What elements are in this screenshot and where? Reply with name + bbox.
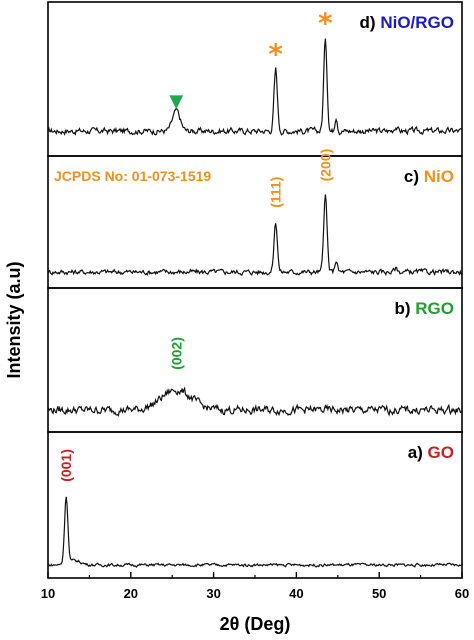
panel-label-b: b) RGO: [394, 299, 454, 318]
triangle-marker: ▼: [169, 91, 183, 112]
panels-layer: d) NiO/RGO ▼ * * c) NiO (111) (200) b) RGO (002)…: [47, 1, 463, 579]
panel-name: NiO: [424, 167, 454, 186]
panel-frame: [47, 431, 463, 579]
x-axis-label: 2θ (Deg): [220, 614, 291, 634]
asterisk-marker: *: [268, 37, 283, 70]
panel-label-a: a) GO: [408, 443, 454, 462]
panel-label-d: d) NiO/RGO: [360, 13, 454, 32]
asterisk-marker: *: [318, 7, 333, 40]
panel-a: a) GO (001): [47, 431, 463, 579]
peak-index-label: (001): [58, 449, 74, 482]
panel-prefix: d): [360, 13, 381, 32]
panel-label-c: c) NiO: [404, 167, 454, 186]
y-axis-label: Intensity (a.u): [4, 261, 24, 378]
jcpds-note: JCPDS No: 01-073-1519: [54, 168, 211, 184]
xrd-trace-d: [47, 38, 463, 136]
panel-prefix: b): [394, 299, 415, 318]
panel-prefix: a): [408, 443, 428, 462]
xrd-trace-a: [47, 496, 463, 568]
x-tick-label: 10: [41, 586, 55, 601]
x-tick-label: 40: [289, 586, 303, 601]
x-tick-label: 50: [372, 586, 386, 601]
x-tick-label: 60: [455, 586, 469, 601]
peak-index-label: (200): [317, 149, 333, 182]
peak-index-label: (002): [168, 337, 184, 370]
panel-prefix: c): [404, 167, 424, 186]
x-tick-label: 30: [206, 586, 220, 601]
x-axis: 10 20 30 40 50 60: [41, 572, 469, 601]
panel-name: NiO/RGO: [380, 13, 454, 32]
x-tick-label: 20: [124, 586, 138, 601]
panel-d: d) NiO/RGO ▼ * *: [47, 1, 463, 157]
panel-name: RGO: [415, 299, 454, 318]
xrd-trace-c: [47, 194, 463, 277]
panel-b: b) RGO (002): [47, 287, 463, 433]
panel-name: GO: [428, 443, 454, 462]
xrd-trace-b: [47, 386, 463, 417]
peak-index-label: (111): [268, 177, 284, 208]
